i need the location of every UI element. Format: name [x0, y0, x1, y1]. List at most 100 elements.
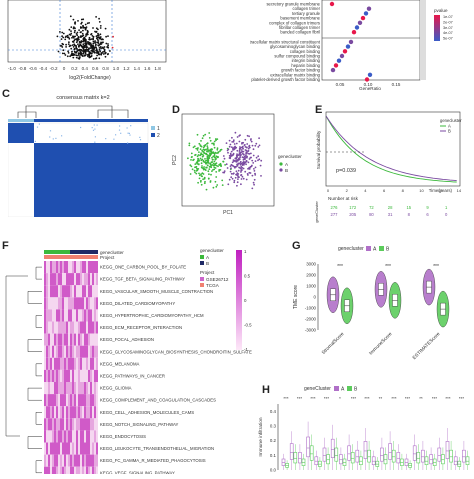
pca-point-a — [211, 152, 213, 154]
volcano-point — [77, 49, 79, 52]
heat-cell — [82, 382, 84, 395]
volcano-point — [98, 53, 101, 56]
volcano-point — [95, 49, 97, 52]
consensus-noise — [139, 139, 142, 141]
pca-point-a — [211, 156, 213, 159]
pca-point-a — [188, 144, 191, 147]
box-rect — [339, 454, 343, 465]
volcano-point — [86, 50, 89, 52]
heat-cell — [44, 406, 46, 419]
pca-point-b — [242, 167, 245, 170]
heat-cell — [80, 454, 82, 467]
heat-annot-p2 — [70, 255, 98, 259]
volcano-point — [107, 44, 109, 47]
pca-point-b — [242, 147, 244, 150]
heat-cell — [66, 261, 68, 274]
heat-cell — [94, 418, 96, 431]
pca-point-a — [190, 165, 193, 168]
pca-point-a — [218, 170, 220, 172]
heat-cell — [74, 382, 76, 395]
heat-cell — [70, 394, 72, 407]
pca-point-b — [232, 159, 235, 161]
heat-cell — [78, 333, 80, 346]
volcano-point — [92, 27, 94, 29]
km-risk-b-value: 6 — [426, 212, 429, 217]
pca-legend-a: A — [285, 162, 289, 167]
heat-cell — [62, 394, 64, 407]
pca-point-b — [230, 176, 233, 179]
heat-cell — [68, 382, 70, 395]
box-rect — [445, 441, 450, 459]
volcano-point — [75, 56, 78, 59]
heat-cell — [78, 273, 80, 286]
km-xtick: 2 — [346, 188, 349, 193]
pca-point-b — [239, 156, 241, 159]
pca-point-b — [237, 163, 239, 166]
pca-legend-b: B — [285, 168, 288, 173]
pca-point-b — [230, 163, 233, 166]
heat-cell — [74, 442, 76, 455]
heat-cell — [58, 369, 60, 382]
pca-point-a — [203, 144, 206, 147]
heat-cell — [58, 430, 60, 443]
pca-point-b — [255, 142, 258, 145]
pca-point-b — [253, 170, 256, 172]
heat-cell — [66, 466, 68, 479]
box-rect — [396, 452, 401, 464]
pca-point-b — [226, 167, 229, 169]
pca-point-b — [238, 140, 241, 143]
volcano-point — [84, 35, 87, 37]
heat-cell — [68, 430, 70, 443]
pca-point-a — [203, 152, 206, 155]
volcano-point — [82, 27, 84, 29]
box-significance: *** — [310, 396, 315, 401]
volcano-point — [92, 42, 95, 45]
pca-point-a — [220, 148, 223, 151]
volcano-point — [88, 53, 90, 56]
heat-cell — [82, 261, 84, 274]
volcano-point — [77, 36, 80, 39]
volcano-point — [97, 28, 99, 31]
heat-cell — [46, 466, 48, 479]
heat-cell — [64, 357, 66, 370]
pca-point-b — [233, 143, 236, 145]
volcano-point — [94, 45, 97, 47]
go-dot — [354, 25, 360, 30]
volcano-xtick: 0 — [63, 66, 66, 71]
pca-point-b — [235, 146, 238, 149]
volcano-point — [78, 55, 81, 57]
box-rect — [281, 458, 286, 466]
pca-point-a — [216, 138, 219, 140]
go-term-label: extracellular matrix structural constitu… — [250, 39, 321, 44]
go-term-label: sulfur compound binding — [274, 54, 320, 59]
heat-cell — [72, 442, 74, 455]
heat-pathway-label: KEGG_HYPERTROPHIC_CARDIOMYOPATHY_HCM — [100, 313, 204, 318]
pca-point-a — [216, 147, 219, 150]
heat-cell — [46, 297, 48, 310]
pca-point-a — [207, 162, 210, 164]
heat-cell — [50, 394, 52, 407]
pca-point-a — [193, 158, 195, 161]
pca-point-a — [211, 142, 213, 145]
heat-cell — [46, 309, 48, 322]
heat-cell — [64, 297, 66, 310]
heat-cell — [48, 261, 50, 274]
heat-cell — [72, 261, 74, 274]
consensus-noise — [115, 134, 117, 136]
pca-point-a — [197, 154, 200, 156]
volcano-point — [111, 46, 114, 49]
volcano-point — [73, 53, 75, 56]
pca-point-a — [201, 158, 204, 161]
pca-point-b — [257, 159, 259, 162]
heat-cell — [84, 321, 86, 334]
heat-cell — [48, 382, 50, 395]
heat-cell — [66, 369, 68, 382]
pca-point-b — [254, 160, 257, 162]
pca-point-b — [243, 155, 246, 158]
pca-point-b — [235, 160, 238, 162]
panel-label-h: H — [262, 384, 270, 396]
volcano-point — [91, 35, 94, 37]
heat-cell — [60, 333, 62, 346]
heat-cell — [96, 394, 98, 407]
pca-point-a — [208, 137, 211, 139]
